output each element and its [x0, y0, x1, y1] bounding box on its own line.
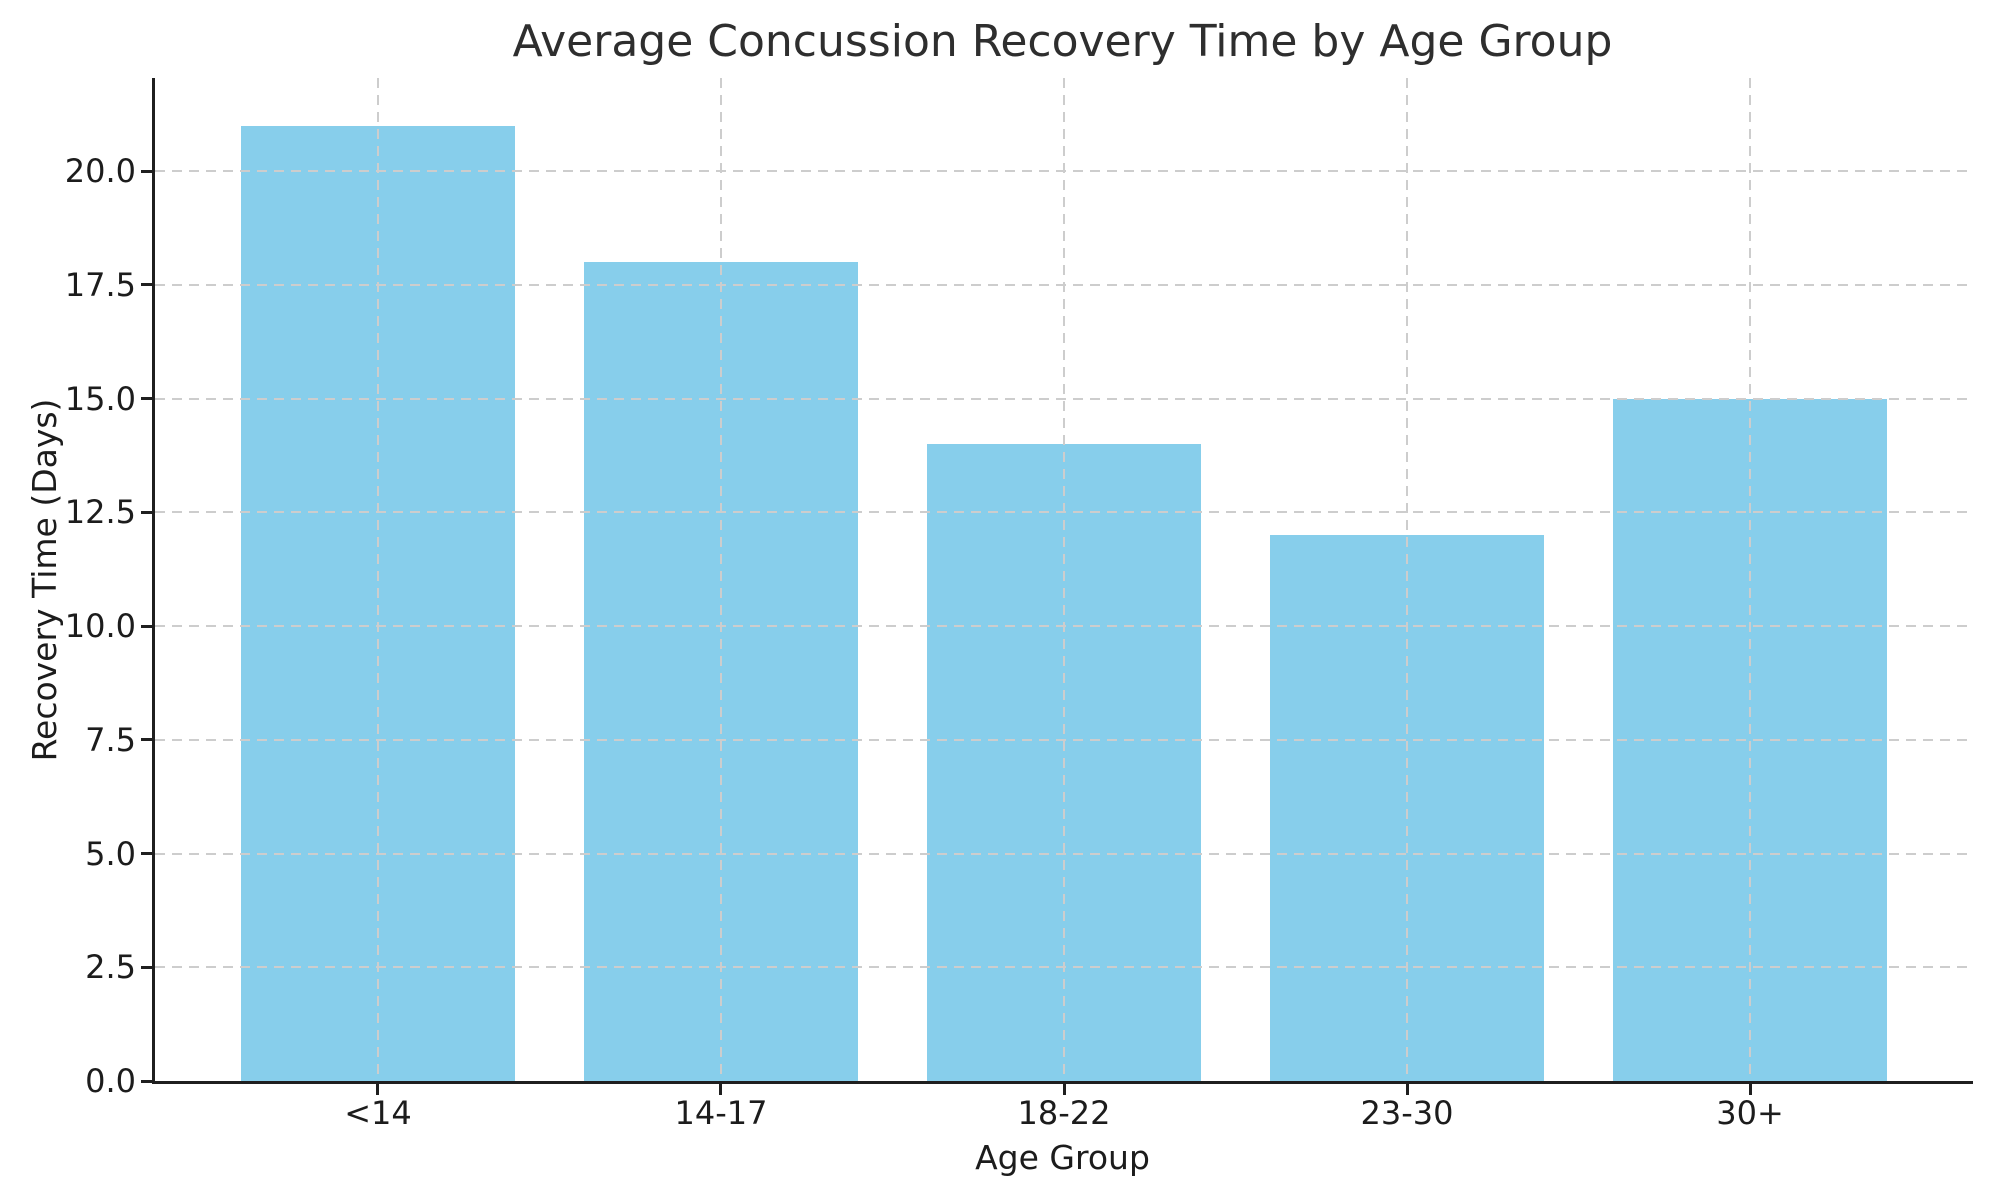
y-tick-label: 12.5 — [64, 493, 136, 532]
y-tick-label: 5.0 — [85, 834, 136, 873]
y-tick-label: 20.0 — [64, 152, 136, 191]
bar-14-17 — [583, 262, 859, 1081]
x-tick-mark — [1405, 1084, 1409, 1095]
y-tick-label: 0.0 — [85, 1062, 136, 1100]
y-tick-mark — [141, 624, 152, 628]
y-tick-mark — [141, 283, 152, 287]
x-tick-label: 14-17 — [674, 1094, 768, 1132]
bar-<14 — [240, 125, 516, 1081]
chart-title: Average Concussion Recovery Time by Age … — [512, 16, 1613, 67]
bar-30+ — [1612, 398, 1888, 1081]
bar-18-22 — [926, 444, 1202, 1081]
y-tick-label: 7.5 — [85, 720, 136, 759]
y-tick-mark — [141, 852, 152, 856]
y-axis-label: Recovery Time (Days) — [24, 398, 64, 762]
x-axis-label: Age Group — [975, 1138, 1150, 1177]
x-tick-label: <14 — [344, 1094, 412, 1132]
x-tick-label: 18-22 — [1017, 1094, 1111, 1132]
x-tick-mark — [376, 1084, 380, 1095]
x-tick-label: 23-30 — [1360, 1094, 1454, 1132]
y-tick-mark — [141, 169, 152, 173]
y-tick-mark — [141, 738, 152, 742]
x-tick-label: 30+ — [1716, 1094, 1784, 1132]
y-tick-mark — [141, 397, 152, 401]
plot-area — [152, 78, 1973, 1084]
y-tick-label: 10.0 — [64, 607, 136, 646]
bar-23-30 — [1269, 535, 1545, 1081]
x-tick-mark — [1062, 1084, 1066, 1095]
y-tick-label: 15.0 — [64, 379, 136, 418]
x-tick-mark — [1748, 1084, 1752, 1095]
y-tick-label: 2.5 — [85, 948, 136, 987]
y-tick-mark — [141, 510, 152, 514]
x-tick-mark — [719, 1084, 723, 1095]
y-tick-mark — [141, 965, 152, 969]
y-tick-mark — [141, 1079, 152, 1083]
y-tick-label: 17.5 — [64, 265, 136, 304]
